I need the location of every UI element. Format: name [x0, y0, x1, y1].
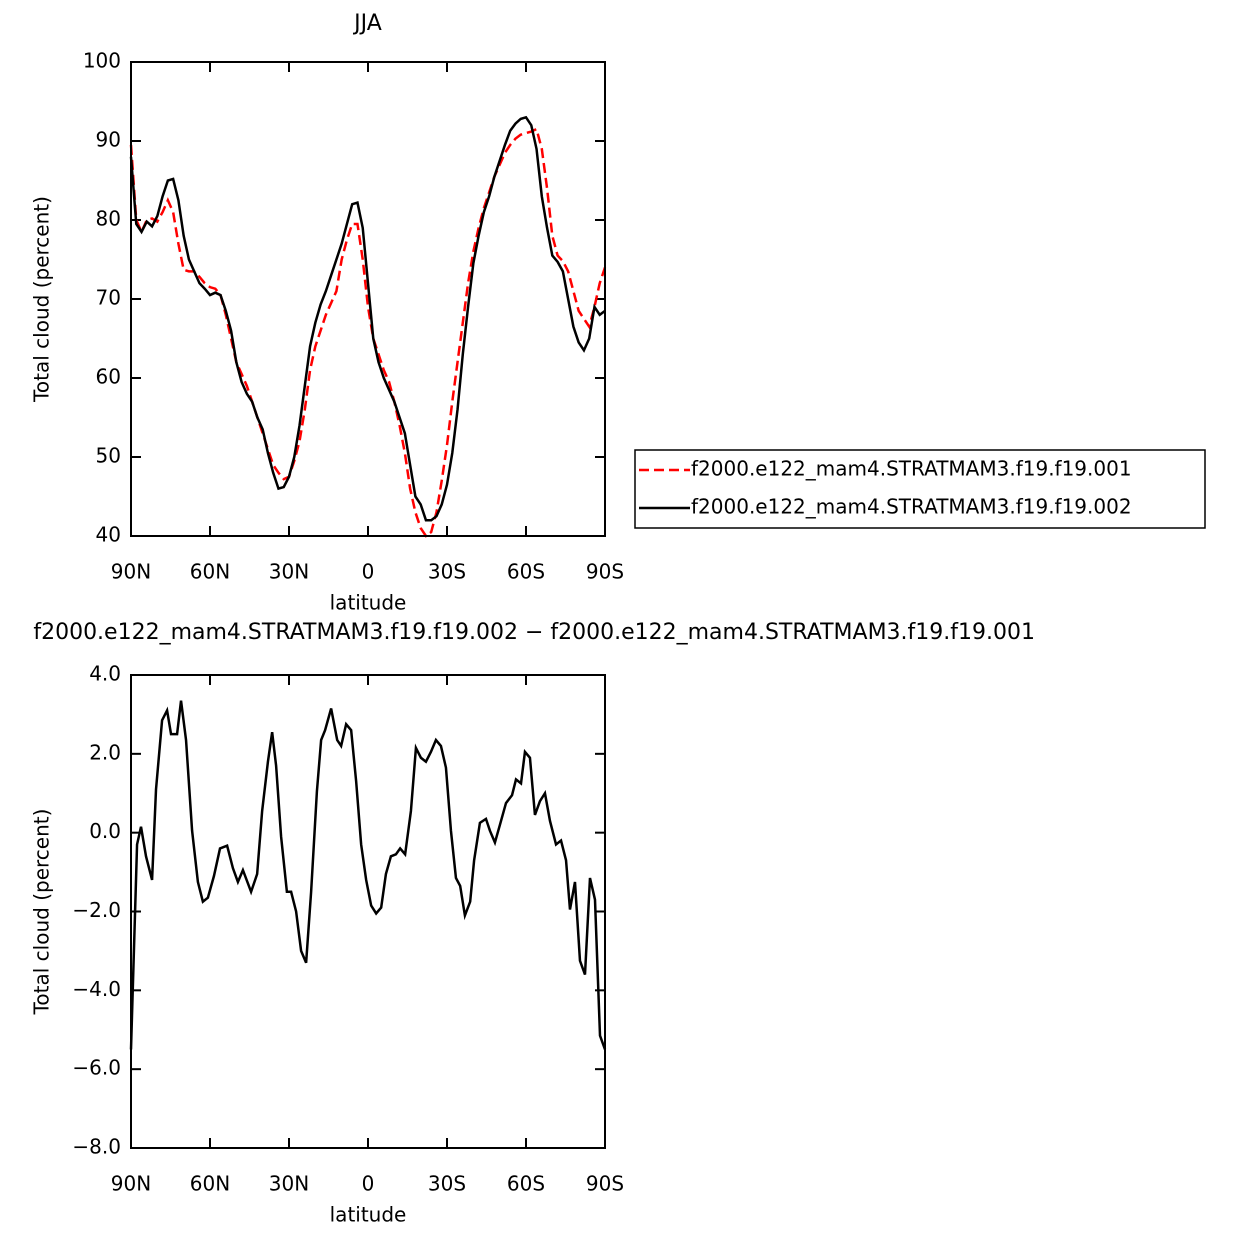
y-tick-label: 100: [83, 49, 121, 73]
y-tick-label: −4.0: [72, 977, 121, 1001]
legend-box: [634, 449, 1206, 529]
y-tick-label: 0.0: [89, 819, 121, 843]
chart-title: JJA: [352, 11, 382, 36]
y-tick-label: 60: [96, 365, 121, 389]
x-tick-label: 60S: [507, 560, 545, 584]
x-axis-label: latitude: [330, 1203, 407, 1227]
data-line: [129, 115, 606, 522]
y-tick-label: −6.0: [72, 1056, 121, 1080]
y-tick-label: 4.0: [89, 662, 121, 686]
y-tick-label: 50: [96, 444, 121, 468]
x-tick-label: 0: [362, 560, 375, 584]
x-tick-label: 60N: [190, 1172, 230, 1196]
legend-label: f2000.e122_mam4.STRATMAM3.f19.f19.001: [691, 457, 1132, 481]
data-line: [129, 127, 607, 538]
x-tick-label: 30N: [269, 1172, 309, 1196]
x-tick-label: 90N: [111, 1172, 151, 1196]
x-tick-label: 60N: [190, 560, 230, 584]
chart-title: f2000.e122_mam4.STRATMAM3.f19.f19.002 − …: [33, 620, 1035, 645]
y-tick-label: −8.0: [72, 1135, 121, 1159]
plot-frame: [130, 61, 606, 537]
legend-label: f2000.e122_mam4.STRATMAM3.f19.f19.002: [691, 495, 1132, 519]
y-tick-label: 80: [96, 207, 121, 231]
y-tick-label: 2.0: [89, 740, 121, 764]
y-tick-label: −2.0: [72, 898, 121, 922]
y-tick-label: 40: [96, 523, 121, 547]
y-tick-label: 70: [96, 286, 121, 310]
plot-frame: [130, 674, 606, 1149]
x-tick-label: 30N: [269, 560, 309, 584]
x-tick-label: 60S: [507, 1172, 545, 1196]
x-tick-label: 30S: [428, 560, 466, 584]
y-tick-label: 90: [96, 128, 121, 152]
data-line: [129, 700, 607, 1050]
y-axis-label: Total cloud (percent): [30, 196, 54, 403]
x-tick-label: 90S: [586, 1172, 624, 1196]
x-tick-label: 30S: [428, 1172, 466, 1196]
x-tick-label: 90S: [586, 560, 624, 584]
x-axis-label: latitude: [330, 591, 407, 615]
x-tick-label: 90N: [111, 560, 151, 584]
x-tick-label: 0: [362, 1172, 375, 1196]
y-axis-label: Total cloud (percent): [30, 809, 54, 1016]
